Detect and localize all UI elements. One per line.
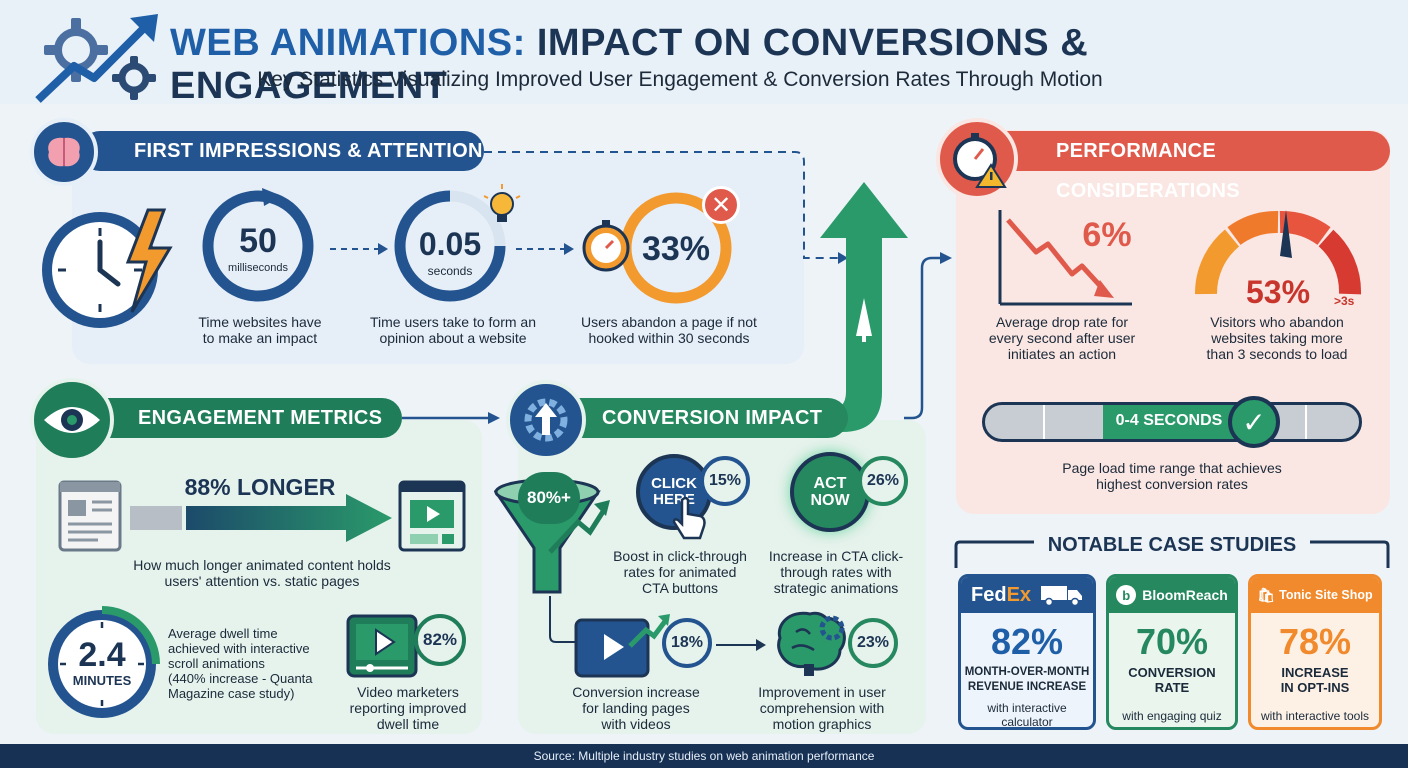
bloomreach-brand: BloomReach	[1142, 587, 1228, 603]
bloomreach-detail: with engaging quiz	[1122, 709, 1222, 723]
ring-33	[582, 192, 732, 304]
title-part-1: WEB ANIMATIONS:	[170, 22, 526, 64]
speed-gauge	[1194, 210, 1362, 295]
stopwatch-warning-icon	[936, 118, 1018, 200]
drop-label: Average drop rate for every second after…	[988, 314, 1136, 362]
brain-focus-icon	[30, 118, 98, 186]
gauge-tag: >3s	[1334, 294, 1355, 308]
hand-cursor-icon	[672, 496, 706, 540]
act-26-badge: 26%	[858, 456, 908, 506]
shopping-bag-icon: 🛍	[1257, 586, 1276, 603]
dwell-unit: MINUTES	[72, 673, 132, 688]
case-card-tonic: 🛍 Tonic Site Shop 78% INCREASE IN OPT-IN…	[1248, 574, 1382, 730]
first-impressions-heading: FIRST IMPRESSIONS & ATTENTION	[80, 131, 484, 171]
tonic-value: 78%	[1278, 621, 1352, 662]
case-card-fedex: FedEx 82% MONTH-OVER-MONTH REVENUE INCRE…	[958, 574, 1096, 730]
first-impressions-panel	[72, 152, 804, 364]
load-time-range-label: 0-4 SECONDS	[1115, 412, 1223, 429]
stat-50-value: 50	[239, 222, 277, 260]
click-15-label: Boost in click-through rates for animate…	[613, 548, 747, 596]
tonic-metric: INCREASE IN OPT-INS	[1280, 665, 1350, 695]
gauge-label: Visitors who abandon websites taking mor…	[1206, 314, 1348, 362]
dashed-arrow	[330, 243, 388, 255]
act-26-label: Increase in CTA click- through rates wit…	[768, 548, 904, 596]
click-15-value: 15%	[708, 472, 742, 489]
fedex-detail: with interactive calculator	[987, 701, 1067, 729]
page-title: WEB ANIMATIONS: IMPACT ON CONVERSIONS & …	[170, 22, 1370, 108]
stat-50-unit: milliseconds	[228, 262, 288, 274]
longer-value: 88% LONGER	[184, 474, 336, 500]
stat-005-unit: seconds	[427, 264, 473, 278]
funnel-connector	[549, 596, 578, 643]
stat-005-value: 0.05	[418, 226, 482, 262]
ring-0-05	[394, 190, 506, 302]
bloomreach-value: 70%	[1135, 621, 1209, 662]
act-26-value: 26%	[866, 472, 900, 489]
header	[0, 0, 1408, 104]
gear-arrow-icon	[506, 380, 586, 460]
engagement-heading: ENGAGEMENT METRICS	[84, 398, 402, 438]
performance-heading: PERFORMANCE CONSIDERATIONS	[986, 131, 1390, 202]
brain-23-value: 23%	[856, 634, 890, 651]
source-footer: Source: Multiple industry studies on web…	[0, 744, 1408, 768]
funnel-80-value: 80%+	[527, 488, 571, 507]
video-18-badge: 18%	[662, 618, 712, 668]
check-icon: ✓	[1228, 396, 1280, 448]
conversion-heading: CONVERSION IMPACT	[548, 398, 848, 438]
brain-gear-icon	[777, 611, 846, 676]
eye-icon	[30, 378, 114, 462]
abandon-x-icon: ✕	[702, 186, 740, 224]
stat-50-label: Time websites have to make an impact	[198, 314, 322, 346]
act-now-button: ACT NOW	[790, 452, 870, 532]
video-growth-icon	[574, 614, 670, 678]
brain-23-badge: 23%	[848, 618, 898, 668]
animated-page-icon	[398, 480, 466, 552]
fedex-logo: FedEx	[971, 583, 1032, 606]
dwell-ring	[48, 606, 160, 718]
stat-33-value: 33%	[641, 230, 711, 268]
fedex-value: 82%	[990, 621, 1064, 662]
case-studies-heading: NOTABLE CASE STUDIES	[1047, 534, 1297, 556]
case-card-bloomreach: b BloomReach 70% CONVERSION RATE with en…	[1106, 574, 1238, 730]
dwell-label: Average dwell time achieved with interac…	[168, 626, 313, 701]
video-18-label: Conversion increase for landing pages wi…	[572, 684, 700, 732]
stat-33-label: Users abandon a page if not hooked withi…	[581, 314, 757, 346]
static-page-icon	[58, 480, 122, 552]
video-82-value: 82%	[422, 630, 458, 649]
drop-value: 6%	[1082, 216, 1132, 254]
ring-50	[202, 188, 314, 302]
tonic-brand: Tonic Site Shop	[1279, 588, 1373, 602]
title-part-2: IMPACT ON CONVERSIONS & ENGAGEMENT	[170, 22, 1089, 107]
lightbulb-icon	[483, 184, 521, 222]
video-82-badge: 82%	[414, 614, 466, 666]
arrow-right	[716, 639, 766, 651]
longer-label: How much longer animated content holds u…	[133, 557, 391, 589]
dwell-value: 2.4	[78, 636, 126, 674]
tonic-detail: with interactive tools	[1260, 709, 1370, 723]
gauge-value: 53%	[1245, 274, 1311, 310]
fedex-metric: MONTH-OVER-MONTH REVENUE INCREASE	[964, 666, 1090, 693]
video-player-icon	[346, 614, 418, 678]
brain-23-label: Improvement in user comprehension with m…	[758, 684, 886, 732]
stat-005-label: Time users take to form an opinion about…	[370, 314, 536, 346]
bloomreach-logo-icon: b	[1116, 585, 1137, 605]
funnel-80-badge: 80%+	[518, 472, 580, 524]
gear-growth-icon	[35, 14, 158, 103]
truck-icon	[1041, 586, 1083, 606]
drop-chart-icon	[998, 210, 1132, 306]
page-subtitle: Key Statistics Visualizing Improved User…	[257, 68, 1103, 91]
bloomreach-metric: CONVERSION RATE	[1128, 665, 1216, 695]
load-time-label: Page load time range that achieves highe…	[1062, 460, 1282, 492]
video-82-label: Video marketers reporting improved dwell…	[349, 684, 467, 732]
click-15-badge: 15%	[700, 456, 750, 506]
case-studies-bracket	[954, 540, 1390, 568]
video-18-value: 18%	[670, 634, 704, 651]
dashed-arrow	[516, 243, 574, 255]
longer-arrow	[130, 494, 392, 542]
clock-lightning-icon	[42, 208, 173, 328]
performance-panel	[956, 130, 1390, 514]
